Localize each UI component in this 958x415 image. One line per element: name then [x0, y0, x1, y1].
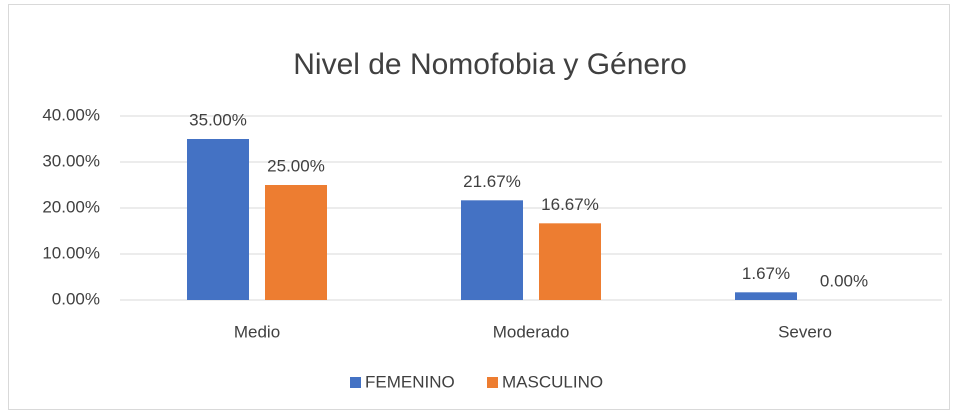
legend-swatch	[350, 377, 361, 388]
bar	[735, 292, 797, 300]
x-tick-label: Moderado	[493, 322, 570, 341]
chart-title: Nivel de Nomofobia y Género	[293, 48, 687, 81]
y-tick-label: 0.00%	[52, 289, 100, 308]
y-tick-label: 40.00%	[42, 105, 100, 124]
data-label: 35.00%	[189, 110, 247, 129]
bar	[461, 200, 523, 300]
legend-label: MASCULINO	[502, 372, 603, 391]
bar	[539, 223, 601, 300]
legend-label: FEMENINO	[365, 372, 455, 391]
data-label: 0.00%	[820, 271, 868, 290]
data-label: 21.67%	[463, 172, 521, 191]
bar	[265, 185, 327, 300]
legend-swatch	[487, 377, 498, 388]
bar	[187, 139, 249, 300]
y-tick-label: 10.00%	[42, 243, 100, 262]
x-tick-label: Severo	[778, 322, 832, 341]
data-label: 25.00%	[267, 156, 325, 175]
y-tick-label: 20.00%	[42, 197, 100, 216]
x-tick-label: Medio	[234, 322, 280, 341]
data-label: 16.67%	[541, 195, 599, 214]
data-label: 1.67%	[742, 264, 790, 283]
y-tick-label: 30.00%	[42, 151, 100, 170]
